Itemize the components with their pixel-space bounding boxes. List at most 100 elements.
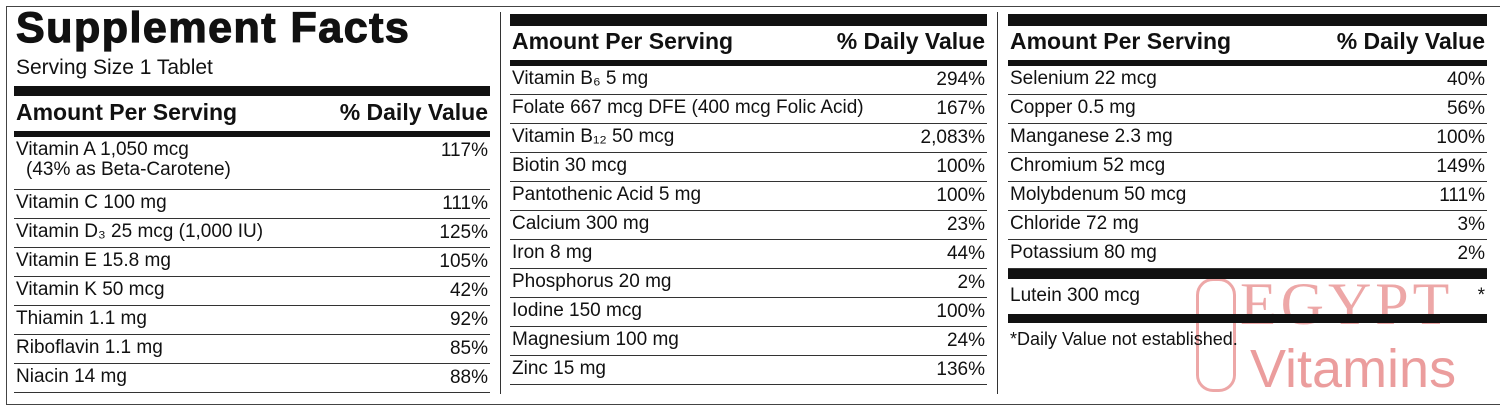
nutrient-cell: Molybdenum 50 mcg [1010,185,1186,210]
thick-rule [1008,269,1487,279]
nutrient-row: Vitamin D₃ 25 mcg (1,000 IU) 125% [14,219,490,248]
nutrient-name: Vitamin A 1,050 mcg [16,139,189,160]
nutrient-row: Chromium 52 mcg 149% [1008,153,1487,182]
nutrient-cell: Potassium 80 mg [1010,243,1157,268]
nutrient-row: Potassium 80 mg 2% [1008,240,1487,269]
nutrient-name: Iodine 150 mcg [512,300,642,321]
nutrient-name: Niacin 14 mg [16,366,127,387]
daily-value: 40% [1446,69,1485,90]
nutrient-name: Pantothenic Acid 5 mg [512,184,702,205]
daily-value: 42% [449,280,488,301]
daily-value: 92% [449,309,488,330]
daily-value: 85% [449,338,488,359]
nutrient-name: Iron 8 mg [512,242,593,263]
thick-rule [1008,60,1487,66]
nutrient-cell: Vitamin B₁₂ 50 mcg [512,127,674,152]
daily-value: 2% [1457,243,1485,264]
nutrient-cell: Iodine 150 mcg [512,301,642,326]
nutrient-name: Chloride 72 mg [1010,213,1139,234]
nutrient-cell: Zinc 15 mg [512,359,606,384]
nutrient-row: Vitamin K 50 mcg 42% [14,277,490,306]
nutrient-row: Magnesium 100 mg 24% [510,327,987,356]
nutrient-name: Vitamin K 50 mcg [16,279,165,300]
nutrient-name: Riboflavin 1.1 mg [16,337,163,358]
thick-rule [510,60,987,66]
nutrient-name: Potassium 80 mg [1010,242,1157,263]
nutrient-row: Chloride 72 mg 3% [1008,211,1487,240]
nutrient-cell: Vitamin B₆ 5 mg [512,69,648,94]
nutrient-row: Vitamin A 1,050 mcg (43% as Beta-Carotene… [14,137,490,190]
nutrient-row: Copper 0.5 mg 56% [1008,95,1487,124]
frame [6,6,1500,405]
nutrient-row: Vitamin C 100 mg 111% [14,190,490,219]
daily-value: 3% [1457,214,1485,235]
divider [500,12,501,394]
nutrient-cell: Calcium 300 mg [512,214,649,239]
nutrient-cell: Magnesium 100 mg [512,330,679,355]
nutrient-row: Biotin 30 mcg 100% [510,153,987,182]
nutrient-row: Vitamin B₆ 5 mg 294% [510,66,987,95]
pill-icon [1196,278,1236,392]
thick-rule [14,86,490,96]
thick-rule [1008,314,1487,323]
nutrient-row: Thiamin 1.1 mg 92% [14,306,490,335]
daily-value: 149% [1436,156,1485,177]
nutrient-name: Vitamin E 15.8 mg [16,250,171,271]
nutrient-row: Pantothenic Acid 5 mg 100% [510,182,987,211]
nutrient-row: Iron 8 mg 44% [510,240,987,269]
nutrient-cell: Vitamin E 15.8 mg [16,251,171,276]
nutrient-cell: Vitamin C 100 mg [16,193,167,218]
nutrient-name: Thiamin 1.1 mg [16,308,147,329]
nutrient-cell: Selenium 22 mcg [1010,69,1157,94]
nutrient-cell: Vitamin D₃ 25 mcg (1,000 IU) [16,222,263,247]
nutrient-row: Vitamin E 15.8 mg 105% [14,248,490,277]
daily-value: 136% [936,359,985,380]
amount-header: Amount Per Serving [16,99,238,125]
nutrient-row: Manganese 2.3 mg 100% [1008,124,1487,153]
dv-header: % Daily Value [339,99,488,125]
nutrient-cell: Biotin 30 mcg [512,156,627,181]
daily-value: 167% [936,98,985,119]
nutrient-name: Molybdenum 50 mcg [1010,184,1187,205]
nutrient-cell: Thiamin 1.1 mg [16,309,147,334]
footnote: *Daily Value not established. [1010,329,1238,349]
daily-value: 24% [946,330,985,351]
nutrient-name: Vitamin C 100 mg [16,192,167,213]
thick-rule [510,14,987,26]
thick-rule [1008,14,1487,26]
daily-value: 88% [449,367,488,388]
amount-header: Amount Per Serving [512,28,734,54]
daily-value: 56% [1446,98,1485,119]
nutrient-cell: Chromium 52 mcg [1010,156,1165,181]
daily-value: 117% [440,140,488,161]
daily-value: 100% [936,185,985,206]
daily-value: * [1477,285,1485,306]
watermark: Vitamins [1250,339,1457,399]
nutrient-cell: Copper 0.5 mg [1010,98,1136,123]
thick-rule [14,131,490,137]
column-header: Amount Per Serving % Daily Value [510,28,987,58]
dv-header: % Daily Value [836,28,985,54]
nutrient-cell: Vitamin A 1,050 mcg (43% as Beta-Carotene… [16,140,231,189]
daily-value: 23% [946,214,985,235]
daily-value: 2% [957,272,985,293]
nutrient-name: Selenium 22 mcg [1010,68,1157,89]
nutrient-row: Vitamin B₁₂ 50 mcg 2,083% [510,124,987,153]
daily-value: 100% [1436,127,1485,148]
serving-size: Serving Size 1 Tablet [16,56,213,79]
daily-value: 105% [439,251,488,272]
nutrient-name: Chromium 52 mcg [1010,155,1166,176]
nutrient-name: Vitamin B₁₂ 50 mcg [512,126,675,147]
panel-title: Supplement Facts [15,3,411,52]
nutrient-note: (43% as Beta-Carotene) [26,159,231,180]
nutrient-name: Folate 667 mcg DFE (400 mcg Folic Acid) [512,97,864,118]
nutrient-name: Zinc 15 mg [512,358,606,379]
nutrient-name: Biotin 30 mcg [512,155,628,176]
nutrient-name: Vitamin D₃ 25 mcg (1,000 IU) [16,221,264,242]
nutrient-cell: Niacin 14 mg [16,367,127,392]
daily-value: 2,083% [920,127,985,148]
nutrient-row: Selenium 22 mcg 40% [1008,66,1487,95]
daily-value: 100% [936,156,985,177]
daily-value: 44% [946,243,985,264]
